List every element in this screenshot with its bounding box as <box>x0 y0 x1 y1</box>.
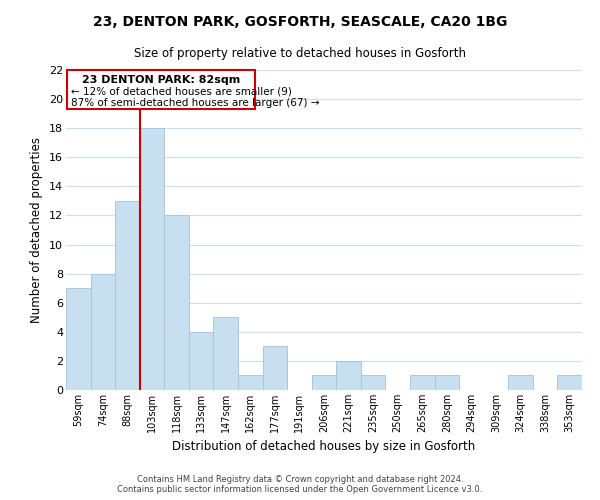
Bar <box>263 346 287 390</box>
Bar <box>410 376 434 390</box>
Text: Contains public sector information licensed under the Open Government Licence v3: Contains public sector information licen… <box>118 484 482 494</box>
FancyBboxPatch shape <box>67 70 255 110</box>
Bar <box>140 128 164 390</box>
X-axis label: Distribution of detached houses by size in Gosforth: Distribution of detached houses by size … <box>172 440 476 454</box>
Bar <box>238 376 263 390</box>
Text: Size of property relative to detached houses in Gosforth: Size of property relative to detached ho… <box>134 48 466 60</box>
Bar <box>66 288 91 390</box>
Text: 23, DENTON PARK, GOSFORTH, SEASCALE, CA20 1BG: 23, DENTON PARK, GOSFORTH, SEASCALE, CA2… <box>93 15 507 29</box>
Bar <box>336 361 361 390</box>
Bar <box>189 332 214 390</box>
Text: 87% of semi-detached houses are larger (67) →: 87% of semi-detached houses are larger (… <box>71 98 319 108</box>
Bar <box>214 318 238 390</box>
Bar <box>115 201 140 390</box>
Text: 23 DENTON PARK: 82sqm: 23 DENTON PARK: 82sqm <box>82 75 241 85</box>
Bar <box>508 376 533 390</box>
Bar <box>361 376 385 390</box>
Bar <box>91 274 115 390</box>
Text: ← 12% of detached houses are smaller (9): ← 12% of detached houses are smaller (9) <box>71 86 292 96</box>
Bar <box>434 376 459 390</box>
Bar <box>312 376 336 390</box>
Bar <box>557 376 582 390</box>
Y-axis label: Number of detached properties: Number of detached properties <box>31 137 43 323</box>
Text: Contains HM Land Registry data © Crown copyright and database right 2024.: Contains HM Land Registry data © Crown c… <box>137 475 463 484</box>
Bar <box>164 216 189 390</box>
